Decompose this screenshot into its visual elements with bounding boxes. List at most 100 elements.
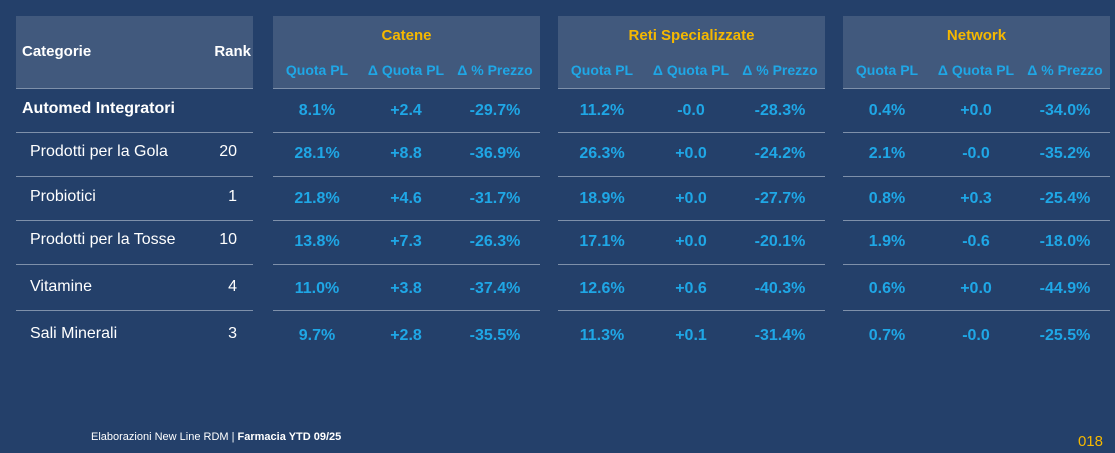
table-cell: -24.2%	[754, 145, 806, 162]
footer-source-bold: Farmacia YTD 09/25	[237, 431, 342, 443]
table-cell: +7.3	[390, 233, 422, 250]
table-row: 0.6% +0.0 -44.9%	[843, 265, 1110, 311]
table-cell: 18.9%	[579, 190, 625, 207]
channel-group-title: Catene	[381, 27, 432, 44]
category-name: Prodotti per la Tosse	[30, 231, 176, 248]
column-header: Δ % Prezzo	[457, 62, 533, 78]
category-row: Probiotici 1	[16, 177, 253, 221]
table-cell: -0.0	[677, 102, 705, 119]
table-cell: -20.1%	[754, 233, 806, 250]
table-cell: 0.6%	[868, 280, 906, 297]
channel-group-header: Network Quota PL Δ Quota PL Δ % Prezzo	[843, 16, 1110, 89]
table-cell: -35.5%	[469, 327, 521, 344]
table-cell: +0.0	[960, 280, 992, 297]
table-cell: -35.2%	[1039, 145, 1091, 162]
table-cell: -0.6	[962, 233, 990, 250]
table-cell: +2.4	[390, 102, 422, 119]
table-cell: -44.9%	[1039, 280, 1091, 297]
table-cell: -0.0	[962, 145, 990, 162]
table-row: 8.1% +2.4 -29.7%	[273, 89, 540, 133]
category-row: Prodotti per la Gola 20	[16, 133, 253, 177]
categories-header: Categorie Rank	[16, 16, 253, 89]
table-cell: 17.1%	[579, 233, 625, 250]
table-row: 21.8% +4.6 -31.7%	[273, 177, 540, 221]
category-rank: 3	[228, 325, 237, 342]
table-cell: -36.9%	[469, 145, 521, 162]
rank-header-label: Rank	[214, 43, 251, 60]
category-rank: 10	[219, 231, 237, 248]
channel-group-header: Catene Quota PL Δ Quota PL Δ % Prezzo	[273, 16, 540, 89]
table-cell: 0.7%	[868, 327, 906, 344]
table-row: 1.9% -0.6 -18.0%	[843, 221, 1110, 265]
table-cell: 13.8%	[294, 233, 340, 250]
category-name: Automed Integratori	[22, 100, 175, 117]
table-row: 11.2% -0.0 -28.3%	[558, 89, 825, 133]
table-cell: -28.3%	[754, 102, 806, 119]
table-cell: +2.8	[390, 327, 422, 344]
table-cell: 8.1%	[298, 102, 336, 119]
category-row: Vitamine 4	[16, 265, 253, 311]
category-name: Sali Minerali	[30, 325, 118, 342]
table-cell: -40.3%	[754, 280, 806, 297]
table-row: 12.6% +0.6 -40.3%	[558, 265, 825, 311]
table-cell: +0.0	[675, 145, 707, 162]
category-name: Vitamine	[30, 278, 92, 295]
table-cell: +0.0	[675, 233, 707, 250]
table-row: 0.4% +0.0 -34.0%	[843, 89, 1110, 133]
channel-group-title: Reti Specializzate	[628, 27, 755, 44]
category-name: Probiotici	[30, 188, 96, 205]
table-cell: -37.4%	[469, 280, 521, 297]
table-row: 0.8% +0.3 -25.4%	[843, 177, 1110, 221]
table-cell: 9.7%	[298, 327, 336, 344]
column-header: Quota PL	[570, 62, 634, 78]
table-cell: +0.1	[675, 327, 707, 344]
table-cell: -25.4%	[1039, 190, 1091, 207]
table-cell: 11.0%	[294, 280, 340, 297]
table-cell: 12.6%	[579, 280, 625, 297]
category-rank: 20	[219, 143, 237, 160]
category-name: Prodotti per la Gola	[30, 143, 168, 160]
table-row: 2.1% -0.0 -35.2%	[843, 133, 1110, 177]
table-cell: +3.8	[390, 280, 422, 297]
table-cell: -18.0%	[1039, 233, 1091, 250]
categories-header-label: Categorie	[22, 43, 92, 60]
table-row: 0.7% -0.0 -25.5%	[843, 311, 1110, 356]
table-row: 28.1% +8.8 -36.9%	[273, 133, 540, 177]
table-cell: +0.0	[960, 102, 992, 119]
category-row: Prodotti per la Tosse 10	[16, 221, 253, 265]
channel-group-title: Network	[946, 27, 1007, 44]
table-cell: 21.8%	[294, 190, 340, 207]
table-cell: 0.8%	[868, 190, 906, 207]
column-header: Quota PL	[285, 62, 349, 78]
table-cell: -31.7%	[469, 190, 521, 207]
table-row: 11.0% +3.8 -37.4%	[273, 265, 540, 311]
table-cell: +0.0	[675, 190, 707, 207]
column-header: Δ Quota PL	[652, 62, 730, 78]
table-cell: 2.1%	[868, 145, 906, 162]
footer-source-text: Elaborazioni New Line RDM |	[91, 431, 238, 443]
table-cell: +0.6	[675, 280, 707, 297]
table-row: 13.8% +7.3 -26.3%	[273, 221, 540, 265]
table-row: 26.3% +0.0 -24.2%	[558, 133, 825, 177]
table-cell: 1.9%	[868, 233, 906, 250]
column-header: Quota PL	[855, 62, 919, 78]
category-row: Automed Integratori	[16, 89, 253, 133]
table-cell: +8.8	[390, 145, 422, 162]
column-header: Δ Quota PL	[937, 62, 1015, 78]
table-cell: 0.4%	[868, 102, 906, 119]
table-cell: -25.5%	[1039, 327, 1091, 344]
table-cell: +4.6	[390, 190, 422, 207]
table-cell: -34.0%	[1039, 102, 1091, 119]
column-header: Δ % Prezzo	[742, 62, 818, 78]
table-row: 11.3% +0.1 -31.4%	[558, 311, 825, 356]
table-row: 9.7% +2.8 -35.5%	[273, 311, 540, 356]
table-row: 18.9% +0.0 -27.7%	[558, 177, 825, 221]
table-cell: 11.3%	[579, 327, 625, 344]
page-number: 018	[1077, 433, 1103, 450]
category-rank: 4	[228, 278, 237, 295]
table-cell: -27.7%	[754, 190, 806, 207]
table-cell: -26.3%	[469, 233, 521, 250]
category-rank: 1	[228, 188, 237, 205]
category-row: Sali Minerali 3	[16, 311, 253, 356]
table-cell: -31.4%	[754, 327, 806, 344]
